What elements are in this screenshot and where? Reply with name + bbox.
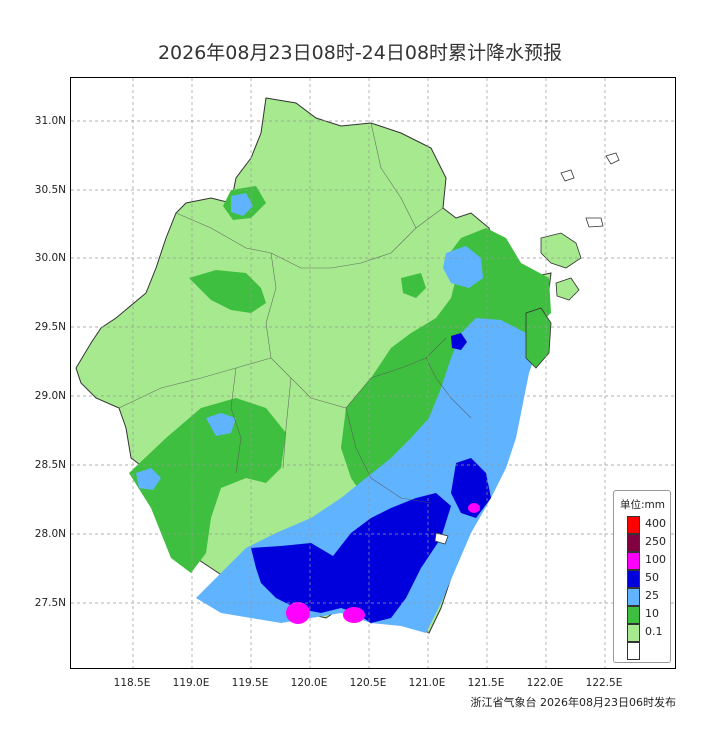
legend-item [627,642,671,660]
legend-item: 25 [627,588,671,606]
lat-tick-label: 29.5N [34,321,66,333]
lat-tick-label: 28.0N [34,528,66,540]
legend-label: 0.1 [645,625,663,638]
legend-swatch [627,624,640,642]
map-canvas [71,78,675,668]
rain-100mm-spot-east [343,607,365,623]
legend-item: 400 [627,516,671,534]
legend-label: 250 [645,535,666,548]
precipitation-map [70,77,676,669]
lon-tick-label: 122.0E [526,677,564,689]
legend-swatch [627,588,640,606]
legend-swatch [627,570,640,588]
legend-label: 25 [645,589,659,602]
island-small-e [434,532,449,545]
rain-25mm-area-north [443,246,483,288]
legend-swatch [627,516,640,534]
rain-10mm-area-mid [189,270,266,313]
legend-swatch [627,534,640,552]
island-small-ne3 [585,217,604,228]
lon-tick-label: 121.0E [408,677,446,689]
lon-tick-label: 122.5E [585,677,623,689]
lat-tick-label: 28.5N [34,459,66,471]
rain-25mm-area-far-west [136,468,161,490]
issuer-credit: 浙江省气象台 2026年08月23日06时发布 [470,696,676,709]
prefecture-boundaries [118,122,472,504]
lat-tick-label: 30.5N [34,184,66,196]
precipitation-legend: 单位:mm 400 250 100 50 25 10 0.1 [613,490,671,663]
island-small-ne [605,152,620,165]
island-daishan [525,307,552,369]
legend-item: 50 [627,570,671,588]
lat-tick-label: 30.0N [34,252,66,264]
legend-item: 10 [627,606,671,624]
graticule [71,78,675,668]
rain-100mm-spot-coast [468,503,480,513]
lon-tick-label: 120.0E [290,677,328,689]
legend-item: 0.1 [627,624,671,642]
legend-label: 10 [645,607,659,620]
rain-100mm-spot-west [286,602,310,624]
rain-50mm-area-south [251,493,451,623]
legend-label: 100 [645,553,666,566]
legend-swatch [627,642,640,660]
legend-item: 100 [627,552,671,570]
rain-25mm-area-west-spot [206,413,236,436]
lon-tick-label: 118.5E [113,677,151,689]
lon-tick-label: 120.5E [349,677,387,689]
lon-tick-label: 121.5E [467,677,505,689]
rain-10mm-area-hangzhou [401,273,426,298]
lon-tick-label: 119.5E [231,677,269,689]
legend-swatch [627,552,640,570]
legend-swatch [627,606,640,624]
map-title: 2026年08月23日08时-24日08时累计降水预报 [157,42,563,64]
lat-tick-label: 29.0N [34,390,66,402]
legend-label: 400 [645,517,666,530]
lat-tick-label: 27.5N [34,597,66,609]
island-zhoushan-2 [555,277,580,301]
legend-item: 250 [627,534,671,552]
rain-50mm-area-coast [451,458,491,518]
lon-tick-label: 119.0E [172,677,210,689]
lat-tick-label: 31.0N [34,115,66,127]
legend-title: 单位:mm [620,499,665,511]
rain-25mm-area-nw [231,193,253,216]
rain-50mm-spot-north [451,333,467,350]
island-zhoushan [540,232,582,269]
rain-10mm-area-west [129,398,286,573]
island-small-ne2 [560,169,575,182]
legend-label: 50 [645,571,659,584]
